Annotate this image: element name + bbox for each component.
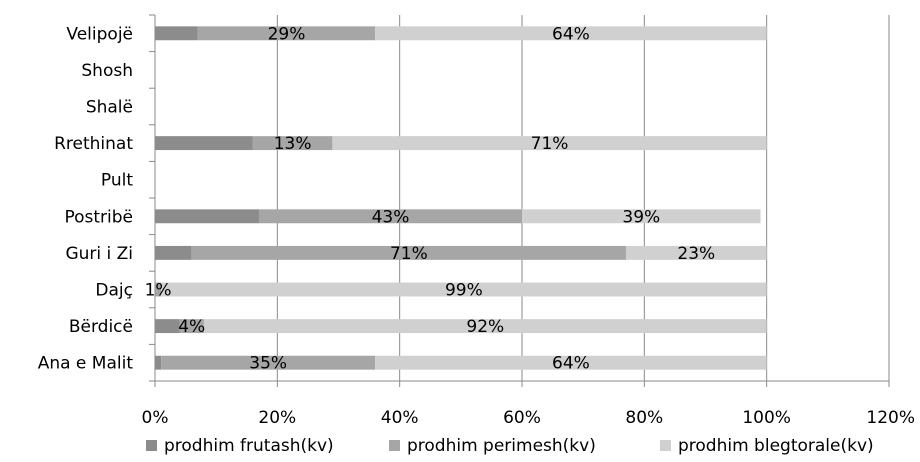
category-label: Ana e Malit	[38, 354, 134, 374]
category-label: Bërdicë	[69, 317, 133, 337]
data-label: 71%	[531, 134, 569, 154]
data-label: 29%	[268, 24, 306, 44]
bar-segment	[197, 26, 376, 41]
data-label: 99%	[445, 281, 483, 301]
category-label: Velipojë	[66, 24, 133, 44]
x-tick-label: 120%	[866, 408, 915, 428]
category-label: Shosh	[81, 61, 133, 81]
data-label: 64%	[552, 354, 590, 374]
category-label: Shalë	[86, 98, 133, 118]
data-label: 35%	[249, 354, 287, 374]
data-label: 71%	[390, 244, 428, 264]
bar-segment	[203, 319, 767, 334]
data-label: 64%	[552, 24, 590, 44]
bar-segment	[522, 209, 761, 224]
bar-segment	[252, 136, 333, 151]
bar-segment	[155, 282, 162, 297]
bar-segment	[375, 26, 767, 41]
x-tick-label: 60%	[503, 408, 541, 428]
data-label: 23%	[677, 244, 715, 264]
bar-segment	[258, 209, 522, 224]
bar-segment	[155, 209, 259, 224]
bar-segment	[161, 355, 376, 370]
data-label: 4%	[178, 317, 205, 337]
bar-segment	[155, 136, 253, 151]
data-label: 13%	[274, 134, 312, 154]
bar-segment	[155, 26, 198, 41]
bar-segment	[161, 282, 767, 297]
data-labels: 29% 64% 13% 71% 43% 39% 71% 23% 1% 99% 4% 92% 35% 64%	[145, 24, 716, 373]
legend-swatch	[146, 440, 157, 451]
data-label: 39%	[622, 207, 660, 227]
x-tick-label: 40%	[381, 408, 419, 428]
legend-swatch	[660, 440, 671, 451]
bar-segment	[155, 245, 192, 260]
category-label: Pult	[101, 171, 133, 191]
category-label: Rrethinat	[54, 134, 133, 154]
category-label: Dajç	[95, 281, 133, 301]
x-tick-label: 100%	[742, 408, 791, 428]
legend-label: prodhim frutash(kv)	[164, 436, 334, 456]
data-label: 1%	[145, 281, 172, 301]
bar-segment	[179, 319, 204, 334]
x-tick-label: 0%	[142, 408, 169, 428]
bar-segment	[191, 245, 626, 260]
legend-label: prodhim blegtorale(kv)	[678, 436, 874, 456]
legend-label: prodhim perimesh(kv)	[407, 436, 596, 456]
category-label: Guri i Zi	[65, 244, 133, 264]
bar-segment	[625, 245, 767, 260]
x-tick-labels: 0% 20% 40% 60% 80% 100% 120%	[142, 408, 915, 428]
bars	[155, 26, 767, 370]
bar-segment	[155, 355, 162, 370]
bar-segment	[332, 136, 767, 151]
category-label: Postribë	[64, 207, 133, 227]
x-tick-label: 80%	[625, 408, 663, 428]
bar-segment	[155, 319, 180, 334]
legend: prodhim frutash(kv) prodhim perimesh(kv) p…	[146, 436, 874, 456]
data-label: 92%	[466, 317, 504, 337]
legend-swatch	[389, 440, 400, 451]
bar-segment	[375, 355, 767, 370]
x-tick-label: 20%	[258, 408, 296, 428]
category-labels: Velipojë Shosh Shalë Rrethinat Pult Postribë G…	[38, 24, 134, 373]
data-label: 43%	[372, 207, 410, 227]
axes	[149, 14, 890, 387]
